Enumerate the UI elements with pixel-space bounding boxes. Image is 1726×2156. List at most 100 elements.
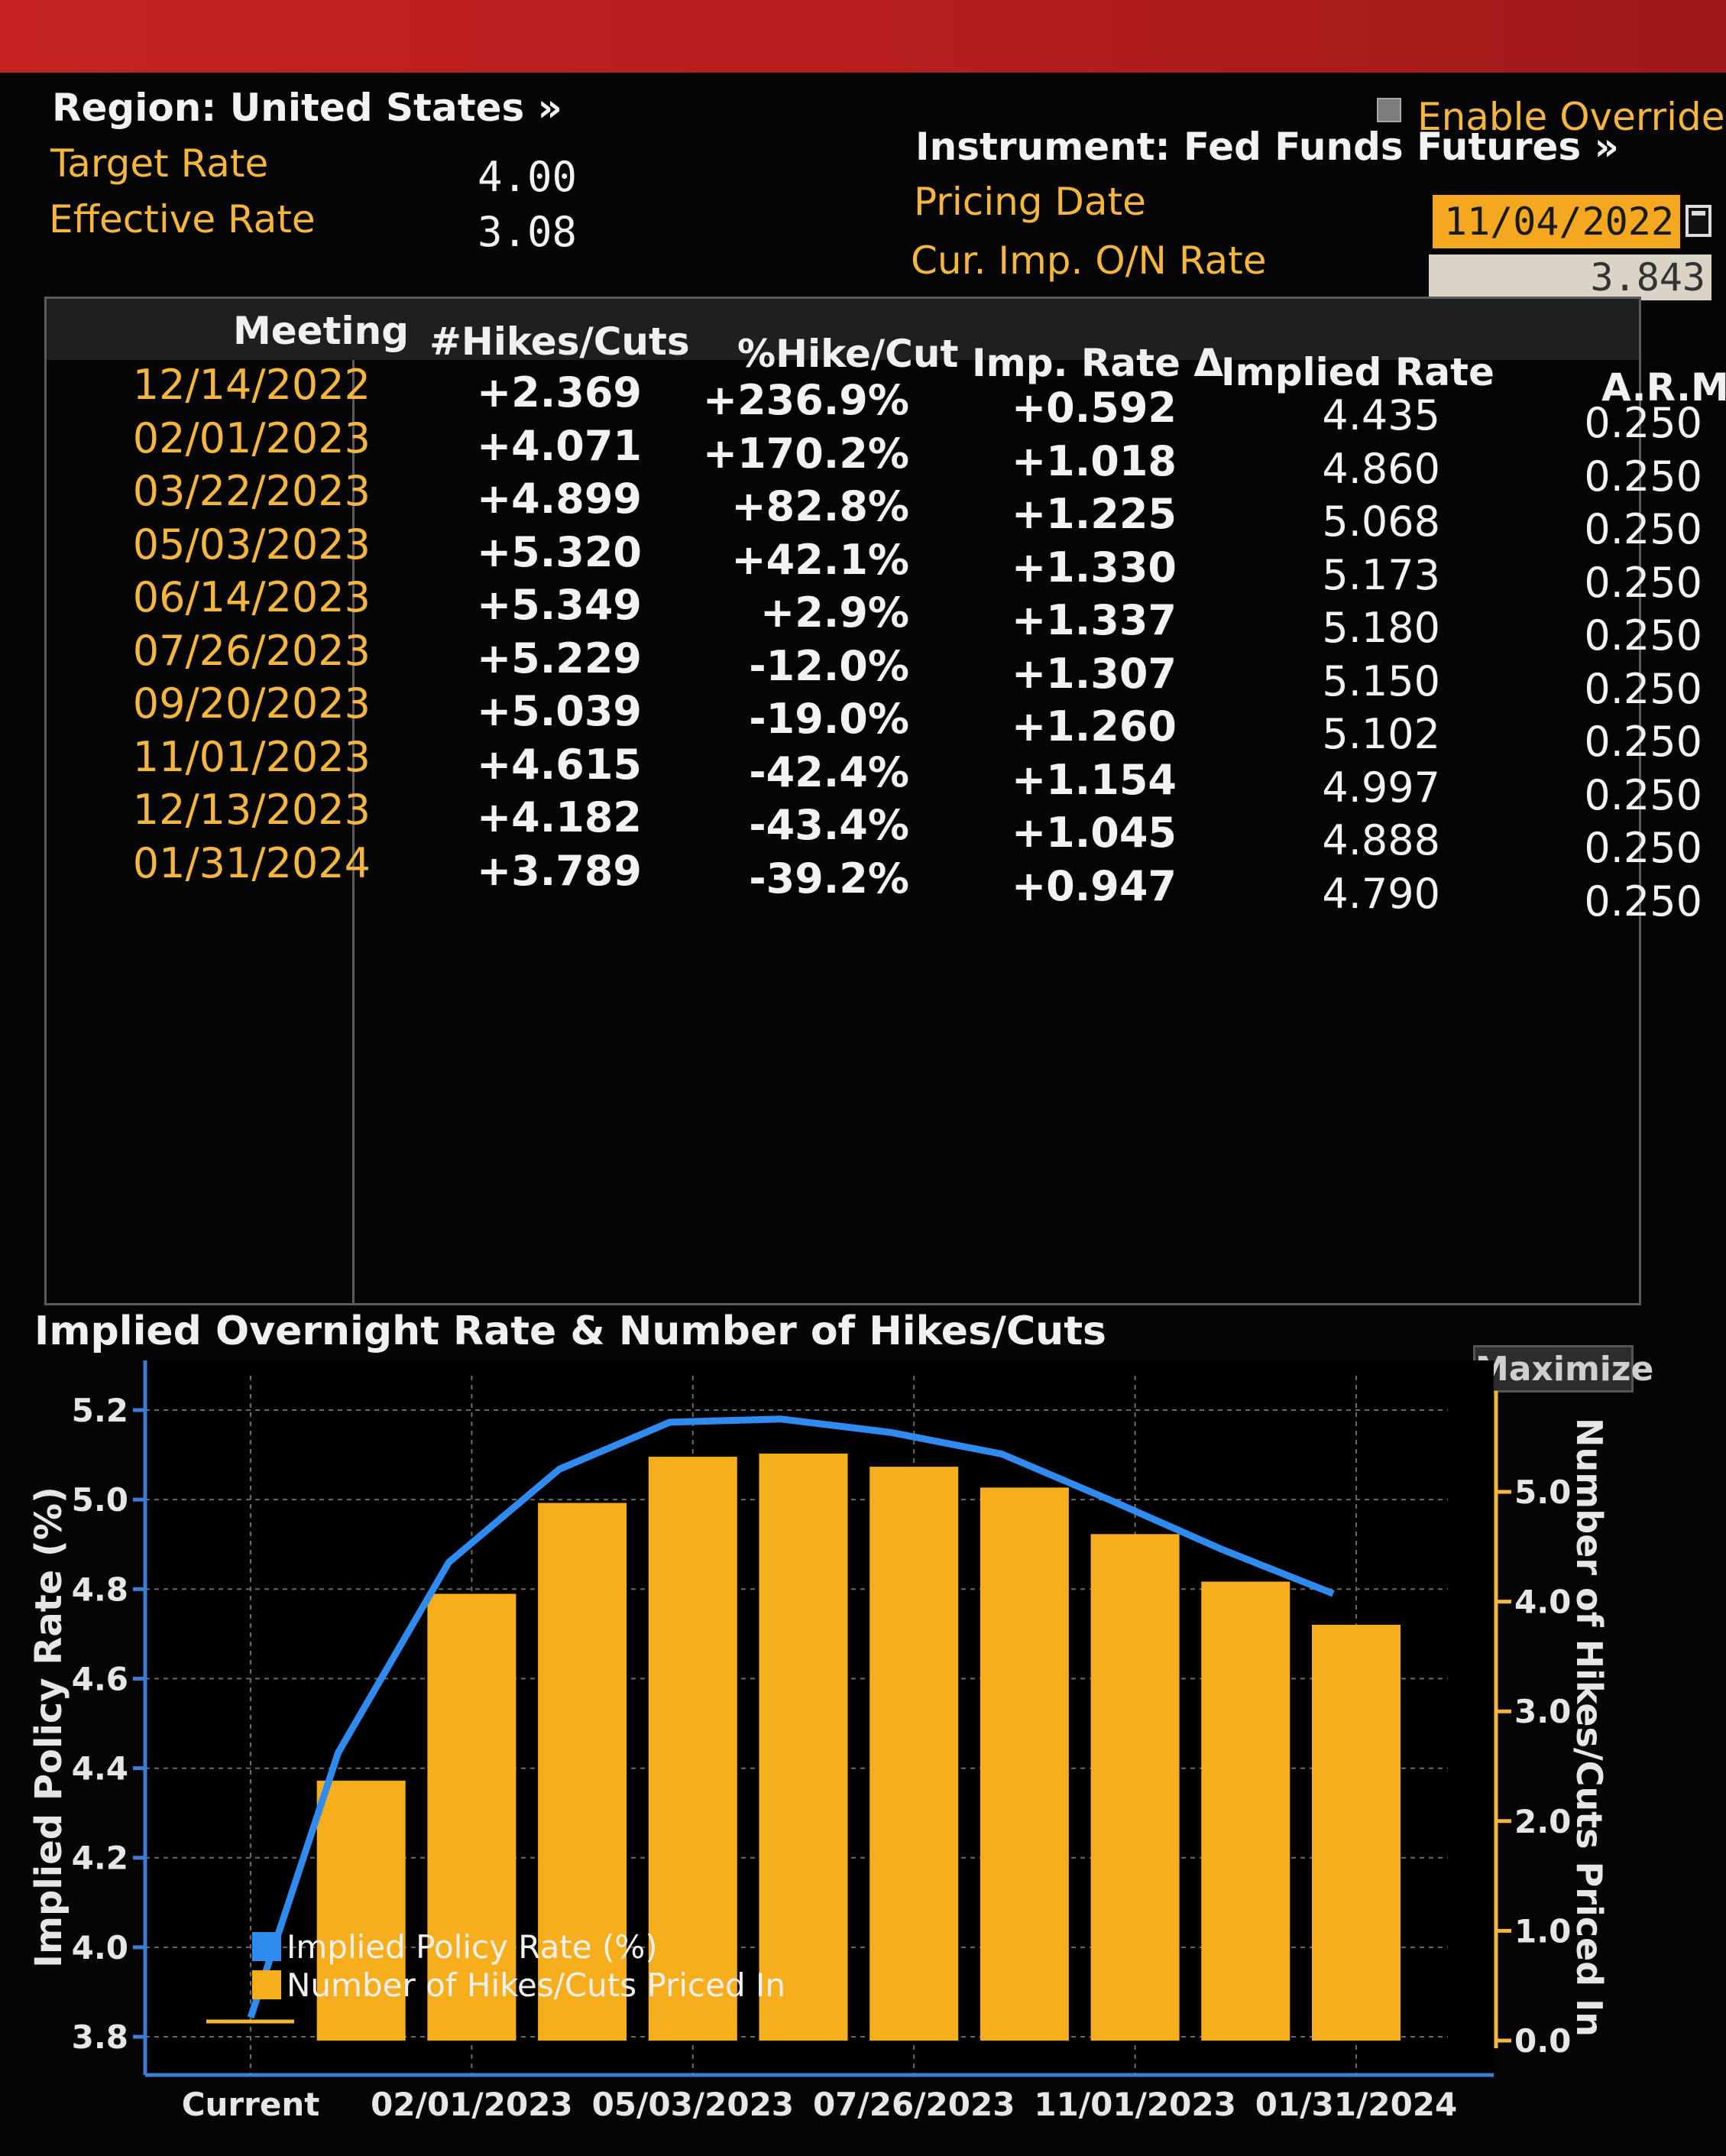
table-cell-meeting-date: 01/31/2024	[132, 838, 371, 887]
effective-rate-value: 3.08	[478, 208, 578, 256]
table-cell-imp-rate-delta: +0.592	[1011, 384, 1177, 432]
table-cell-pct-hike-cut: -43.4%	[749, 801, 909, 849]
calendar-icon[interactable]	[1686, 205, 1711, 237]
right-tick-label: 1.0	[1514, 1912, 1571, 1950]
table-cell-meeting-date: 12/14/2022	[132, 361, 371, 409]
right-tick-label: 4.0	[1514, 1584, 1571, 1621]
left-tick-label: 4.2	[72, 1840, 128, 1877]
table-cell-arm: 0.250	[1584, 664, 1702, 713]
col-header-imp-rate-delta: Imp. Rate Δ	[972, 341, 1224, 385]
table-cell-meeting-date: 07/26/2023	[132, 626, 371, 675]
table-cell-pct-hike-cut: -12.0%	[749, 641, 909, 690]
table-cell-arm: 0.250	[1584, 505, 1702, 553]
table-cell-implied-rate: 5.180	[1322, 604, 1440, 652]
chart-title: Implied Overnight Rate & Number of Hikes…	[34, 1308, 1107, 1354]
maximize-button[interactable]: Maximize	[1473, 1345, 1653, 1392]
x-tick-label: 11/01/2023	[1034, 2086, 1235, 2123]
table-cell-arm: 0.250	[1584, 877, 1702, 926]
table-cell-imp-rate-delta: +1.225	[1011, 490, 1177, 538]
table-cell-meeting-date: 02/01/2023	[132, 413, 371, 462]
left-tick-label: 5.0	[72, 1481, 128, 1519]
table-cell-implied-rate: 5.102	[1322, 710, 1440, 758]
table-cell-arm: 0.250	[1584, 611, 1702, 660]
table-cell-arm: 0.250	[1584, 770, 1702, 819]
bar	[427, 1593, 517, 2041]
table-cell-implied-rate: 5.068	[1322, 498, 1440, 546]
bar	[316, 1780, 406, 2041]
table-cell-arm: 0.250	[1584, 399, 1702, 447]
table-cell-implied-rate: 4.435	[1322, 391, 1440, 439]
meeting-column-divider	[47, 360, 355, 1303]
instrument-selector[interactable]: Instrument: Fed Funds Futures »	[915, 125, 1619, 169]
x-tick-label: 02/01/2023	[371, 2086, 572, 2123]
table-cell-imp-rate-delta: +1.337	[1011, 596, 1177, 644]
table-cell-hikes-cuts: +4.615	[476, 740, 642, 789]
col-header-meeting: Meeting	[233, 309, 410, 353]
table-cell-imp-rate-delta: +1.330	[1011, 543, 1177, 592]
table-cell-imp-rate-delta: +1.307	[1011, 649, 1177, 698]
pricing-date-input[interactable]: 11/04/2022	[1433, 195, 1680, 248]
table-cell-hikes-cuts: +4.182	[476, 793, 642, 841]
bar	[980, 1487, 1069, 2041]
table-cell-hikes-cuts: +5.229	[476, 634, 642, 682]
x-tick-label: 01/31/2024	[1255, 2086, 1457, 2123]
cur-rate-value: 3.843	[1429, 255, 1711, 300]
target-rate-value: 4.00	[478, 153, 578, 201]
table-cell-hikes-cuts: +5.039	[476, 687, 642, 735]
implied-rate-line	[247, 1415, 1335, 2019]
col-header-arm: A.R.M.	[1601, 365, 1726, 410]
table-cell-pct-hike-cut: +2.9%	[759, 588, 909, 637]
x-tick-label: 07/26/2023	[813, 2086, 1015, 2123]
col-header-implied-rate: Implied Rate	[1221, 350, 1494, 394]
meetings-table	[44, 297, 1641, 1305]
right-tick-label: 3.0	[1514, 1693, 1571, 1730]
left-tick-label: 4.0	[72, 1929, 128, 1966]
enable-overrides-label: Enable Overrides	[1417, 95, 1726, 139]
table-cell-implied-rate: 4.790	[1322, 869, 1440, 918]
legend-swatch-bar	[252, 1970, 281, 1999]
right-tick-label: 2.0	[1514, 1803, 1571, 1840]
left-tick-label: 4.8	[72, 1571, 128, 1608]
effective-rate-label: Effective Rate	[49, 197, 316, 242]
table-header	[47, 299, 1639, 360]
x-tick-label: 05/03/2023	[592, 2086, 794, 2123]
table-cell-imp-rate-delta: +1.045	[1011, 809, 1177, 857]
table-cell-imp-rate-delta: +0.947	[1011, 861, 1177, 910]
legend-swatch-line	[252, 1932, 281, 1961]
top-window-strip	[0, 0, 1726, 73]
bar	[538, 1503, 627, 2041]
bar	[1312, 1624, 1401, 2041]
table-cell-imp-rate-delta: +1.154	[1011, 755, 1177, 804]
table-cell-arm: 0.250	[1584, 558, 1702, 607]
table-cell-meeting-date: 06/14/2023	[132, 573, 371, 621]
y-axis-title: Implied Policy Rate (%)	[28, 1487, 70, 1968]
legend-label-bar: Number of Hikes/Cuts Priced In	[287, 1966, 785, 2004]
left-tick-label: 4.4	[72, 1750, 128, 1788]
bar	[869, 1467, 959, 2041]
cur-rate-label: Cur. Imp. O/N Rate	[911, 238, 1267, 283]
table-cell-meeting-date: 09/20/2023	[132, 679, 371, 728]
table-cell-meeting-date: 12/13/2023	[132, 786, 371, 834]
table-cell-imp-rate-delta: +1.260	[1011, 702, 1177, 751]
y2-axis-title: Number of Hikes/Cuts Priced In	[1569, 1418, 1610, 2037]
bar	[648, 1457, 737, 2041]
table-cell-hikes-cuts: +3.789	[476, 846, 642, 895]
table-cell-implied-rate: 4.888	[1322, 816, 1440, 864]
table-cell-meeting-date: 03/22/2023	[132, 467, 371, 515]
bar	[1090, 1534, 1180, 2041]
region-selector[interactable]: Region: United States »	[52, 86, 562, 130]
table-cell-imp-rate-delta: +1.018	[1011, 436, 1177, 485]
table-cell-pct-hike-cut: -19.0%	[749, 695, 909, 743]
enable-overrides-checkbox[interactable]	[1377, 98, 1401, 122]
table-cell-arm: 0.250	[1584, 824, 1702, 872]
table-cell-pct-hike-cut: +42.1%	[731, 535, 909, 584]
left-tick-label: 4.6	[72, 1660, 128, 1697]
table-cell-pct-hike-cut: +82.8%	[731, 482, 909, 530]
right-tick-label: 5.0	[1514, 1474, 1571, 1511]
left-tick-label: 3.8	[72, 2018, 128, 2056]
pricing-date-label: Pricing Date	[914, 180, 1146, 224]
table-cell-meeting-date: 05/03/2023	[132, 520, 371, 569]
left-tick-label: 5.2	[72, 1392, 128, 1429]
table-cell-arm: 0.250	[1584, 718, 1702, 766]
